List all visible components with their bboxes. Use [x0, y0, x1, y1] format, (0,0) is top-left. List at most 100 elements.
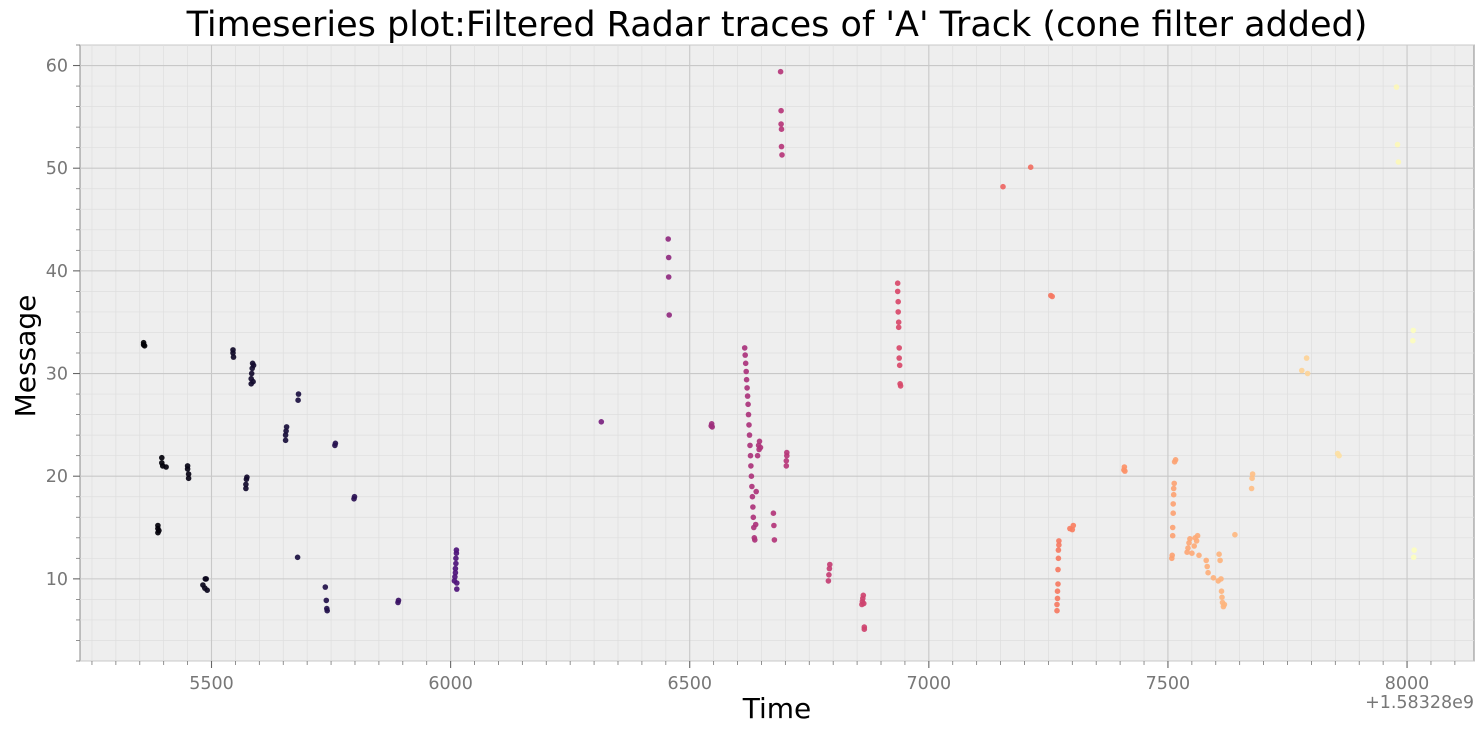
data-point	[744, 385, 750, 391]
data-point	[826, 572, 832, 578]
data-point	[282, 432, 289, 438]
axis-ticks	[73, 44, 1456, 668]
data-point	[1410, 554, 1417, 561]
data-point	[324, 607, 331, 614]
data-point	[1056, 538, 1062, 544]
data-point	[896, 345, 902, 351]
data-point	[1217, 557, 1223, 564]
data-point	[665, 254, 672, 261]
data-point	[283, 428, 289, 434]
data-point	[453, 547, 460, 553]
data-point	[1221, 601, 1228, 608]
data-point	[1172, 457, 1179, 463]
data-point	[1194, 532, 1201, 539]
data-point	[1070, 522, 1077, 529]
data-points	[140, 68, 1417, 632]
data-point	[747, 442, 753, 449]
y-tick-label: 20	[46, 467, 68, 487]
data-point	[1049, 293, 1055, 300]
data-point	[156, 527, 162, 534]
data-point	[1216, 551, 1222, 557]
data-point	[322, 584, 329, 590]
data-point	[1121, 464, 1128, 470]
y-tick-label: 60	[46, 57, 68, 77]
data-point	[250, 362, 257, 369]
data-point	[184, 466, 191, 472]
data-point	[1193, 538, 1200, 544]
data-point	[745, 401, 751, 408]
data-point	[770, 510, 777, 516]
data-point	[746, 422, 752, 428]
data-point	[1304, 370, 1311, 377]
data-point	[895, 319, 902, 326]
data-point	[748, 473, 755, 480]
data-point	[230, 354, 237, 360]
data-point	[771, 522, 777, 529]
data-point	[283, 424, 290, 430]
data-point	[1299, 367, 1305, 374]
data-point	[1218, 576, 1224, 582]
data-point	[826, 565, 833, 572]
data-point	[250, 378, 256, 385]
data-point	[666, 312, 672, 318]
data-point	[1394, 141, 1401, 148]
data-point	[1210, 575, 1217, 581]
data-point	[1171, 480, 1177, 487]
data-point	[454, 586, 460, 592]
data-point	[1303, 355, 1310, 361]
data-point	[1170, 491, 1177, 498]
data-point	[452, 569, 459, 576]
data-point	[1055, 566, 1061, 573]
data-point	[141, 343, 148, 349]
data-point	[185, 475, 192, 482]
data-point	[779, 152, 785, 158]
data-point	[1122, 468, 1128, 474]
data-point	[294, 554, 301, 561]
data-point	[155, 522, 161, 529]
y-tick-label: 30	[46, 365, 68, 385]
x-tick-label: 6500	[667, 674, 712, 694]
data-point	[244, 474, 250, 481]
data-point	[248, 370, 255, 377]
data-point	[1055, 581, 1061, 587]
data-point	[204, 587, 210, 593]
y-tick-label: 40	[46, 262, 68, 282]
data-point	[1055, 555, 1062, 562]
x-axis-label: Time	[742, 692, 812, 725]
data-point	[453, 555, 459, 562]
data-point	[778, 107, 784, 114]
data-point	[598, 419, 605, 425]
data-point	[778, 143, 785, 150]
data-point	[1393, 84, 1400, 90]
chart-title: Timeseries plot:Filtered Radar traces of…	[186, 5, 1368, 45]
x-offset-label: +1.58328e9	[1365, 693, 1474, 713]
data-point	[894, 288, 901, 295]
data-point	[665, 274, 672, 280]
data-point	[282, 437, 289, 444]
major-gridlines	[80, 45, 1474, 661]
data-point	[1249, 475, 1255, 482]
minor-gridlines	[80, 44, 1474, 662]
data-point	[750, 514, 757, 521]
data-point	[1054, 588, 1061, 594]
data-point	[757, 444, 764, 451]
data-point	[1232, 531, 1238, 538]
data-point	[1055, 547, 1062, 553]
data-point	[453, 560, 459, 567]
data-point	[771, 537, 778, 543]
data-point	[741, 345, 748, 351]
data-point	[742, 352, 748, 358]
data-point	[742, 360, 749, 367]
data-point	[744, 393, 751, 399]
data-point	[1249, 471, 1256, 477]
data-point	[452, 574, 458, 580]
data-point	[861, 624, 868, 630]
data-point	[747, 452, 754, 459]
data-point	[778, 121, 784, 127]
data-point	[746, 432, 753, 438]
data-point	[1170, 510, 1176, 516]
data-point	[1204, 563, 1210, 570]
data-point	[1170, 501, 1176, 507]
data-point	[750, 504, 756, 510]
data-point	[752, 537, 758, 543]
